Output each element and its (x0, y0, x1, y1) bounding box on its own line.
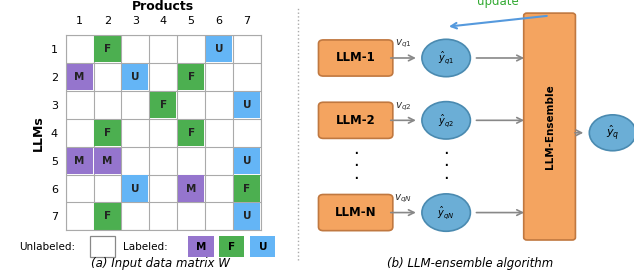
Text: $v_{q2}$: $v_{q2}$ (395, 101, 412, 113)
FancyBboxPatch shape (319, 40, 393, 76)
Text: M: M (74, 156, 84, 166)
Bar (234, 175, 260, 202)
Text: $\hat{y}_q$: $\hat{y}_q$ (606, 123, 620, 142)
Bar (188, 236, 214, 257)
Bar (150, 92, 176, 118)
Text: ·: · (353, 145, 358, 163)
Text: F: F (228, 242, 236, 251)
Circle shape (589, 115, 636, 151)
Text: $\hat{y}_{qN}$: $\hat{y}_{qN}$ (438, 204, 455, 221)
Text: ·: · (444, 157, 449, 175)
Bar (178, 175, 204, 202)
Text: (b) LLM-ensemble algorithm: (b) LLM-ensemble algorithm (387, 257, 554, 270)
Bar (67, 64, 93, 90)
Bar (67, 148, 93, 174)
Bar (178, 120, 204, 146)
Text: Unlabeled:: Unlabeled: (19, 242, 76, 251)
Text: $\hat{y}_{q2}$: $\hat{y}_{q2}$ (438, 112, 454, 129)
Circle shape (422, 194, 470, 231)
Bar (178, 64, 204, 90)
Text: F: F (243, 183, 250, 193)
Text: F: F (188, 128, 195, 138)
Text: U: U (259, 242, 267, 251)
Text: $v_{qN}$: $v_{qN}$ (394, 193, 412, 205)
Text: ·: · (444, 170, 449, 188)
Text: $v_{q1}$: $v_{q1}$ (395, 38, 412, 50)
X-axis label: Products: Products (132, 0, 195, 13)
Text: LLM-1: LLM-1 (336, 51, 376, 64)
Text: (a) Input data matrix W: (a) Input data matrix W (91, 257, 229, 270)
Text: U: U (243, 156, 251, 166)
Text: F: F (159, 100, 167, 110)
Text: ·: · (353, 157, 358, 175)
Text: ·: · (353, 170, 358, 188)
Bar (94, 203, 120, 230)
Bar (94, 148, 120, 174)
Y-axis label: LLMs: LLMs (33, 115, 45, 151)
Bar (250, 236, 275, 257)
Bar (94, 120, 120, 146)
Text: LLM-N: LLM-N (335, 206, 376, 219)
Text: U: U (243, 211, 251, 221)
Text: F: F (104, 211, 111, 221)
Bar (90, 236, 115, 257)
Text: U: U (131, 183, 140, 193)
Text: M: M (74, 72, 84, 82)
Text: $\hat{y}_{q1}$: $\hat{y}_{q1}$ (438, 50, 454, 66)
Text: M: M (196, 242, 206, 251)
Text: Labeled:: Labeled: (124, 242, 168, 251)
Text: LLM-2: LLM-2 (336, 114, 376, 127)
Text: F: F (188, 72, 195, 82)
FancyBboxPatch shape (319, 102, 393, 138)
Text: F: F (104, 44, 111, 54)
Bar (234, 148, 260, 174)
Bar (234, 92, 260, 118)
Bar (206, 36, 232, 62)
Text: update: update (477, 0, 519, 8)
Text: U: U (214, 44, 223, 54)
Text: ·: · (444, 145, 449, 163)
FancyBboxPatch shape (319, 195, 393, 231)
Text: M: M (186, 183, 196, 193)
Text: F: F (104, 128, 111, 138)
Bar (234, 203, 260, 230)
Bar (94, 36, 120, 62)
Text: U: U (243, 100, 251, 110)
Text: U: U (131, 72, 140, 82)
Circle shape (422, 39, 470, 77)
Bar (122, 64, 148, 90)
Bar (122, 175, 148, 202)
Circle shape (422, 102, 470, 139)
Text: M: M (102, 156, 113, 166)
Bar (219, 236, 244, 257)
Text: LLM-Ensemble: LLM-Ensemble (545, 84, 555, 169)
FancyBboxPatch shape (524, 13, 575, 240)
